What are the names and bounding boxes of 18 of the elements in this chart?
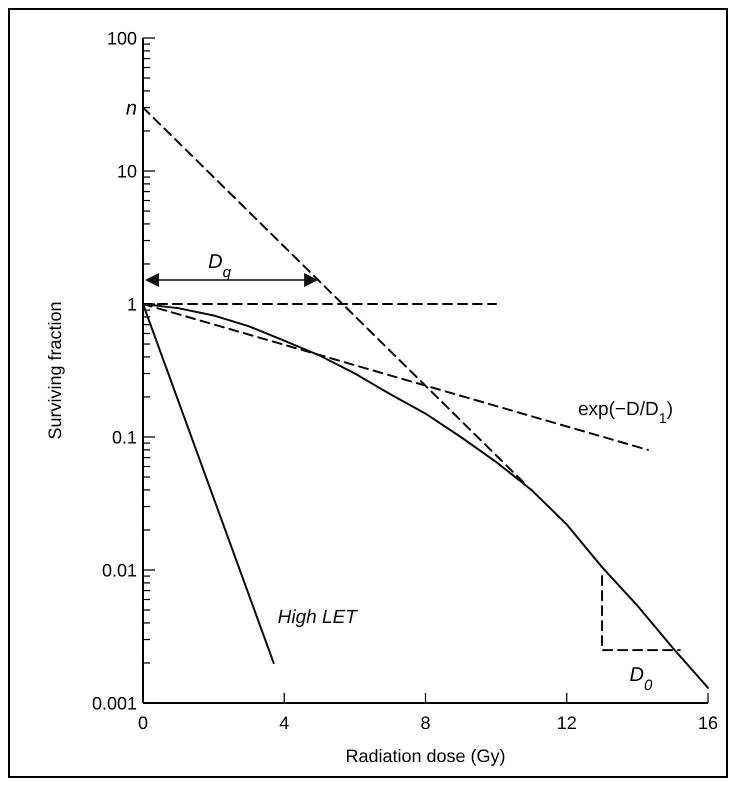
- annotation: n: [126, 98, 137, 120]
- x-axis-title: Radiation dose (Gy): [345, 746, 506, 766]
- annotation: D$_{q}$: [208, 251, 232, 280]
- y-tick-label: 0.001: [92, 693, 137, 714]
- x-tick-label: 0: [138, 713, 148, 733]
- y-axis-title: Surviving fraction: [45, 301, 65, 440]
- x-tick-label: 12: [556, 713, 577, 733]
- annotation: D$_{0}$: [630, 664, 653, 694]
- y-tick-label: 1: [126, 294, 137, 314]
- series-label: High LET: [278, 606, 358, 628]
- x-tick-label: 4: [279, 713, 290, 733]
- y-tick-label: 100: [106, 28, 137, 48]
- x-tick-label: 8: [420, 713, 431, 733]
- y-tick-label: 0.01: [102, 560, 137, 580]
- x-tick-label: 16: [698, 713, 718, 733]
- y-tick-label: 0.1: [112, 427, 137, 448]
- series-label: exp(−D/D$_{1}$): [578, 398, 674, 427]
- y-tick-label: 10: [116, 161, 137, 182]
